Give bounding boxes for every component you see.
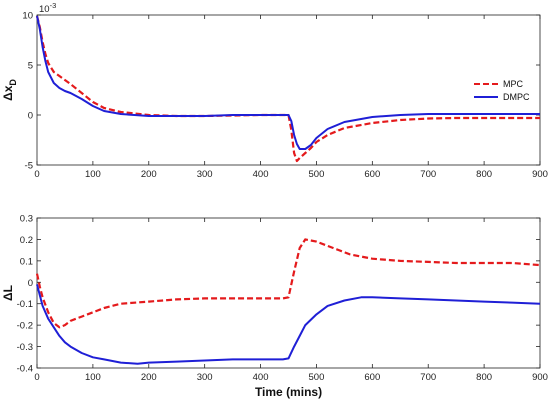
- y-tick-label: -0.1: [17, 299, 33, 310]
- legend-label-mpc: MPC: [503, 79, 524, 89]
- x-tick-label: 200: [141, 169, 157, 180]
- plot-area-frame: [36, 217, 541, 369]
- x-axis-label: Time (mins): [255, 385, 322, 399]
- y-tick-label: -0.4: [17, 364, 33, 375]
- y-axis-label: ΔxD: [1, 79, 18, 101]
- x-tick-label: 700: [420, 169, 436, 180]
- x-tick-label: 500: [309, 169, 325, 180]
- y-tick-label: 0: [28, 111, 33, 122]
- exponent-base: 10: [39, 4, 50, 15]
- y-axis-label-main: Δx: [1, 85, 15, 101]
- x-tick-label: 900: [532, 169, 548, 180]
- series-line-dmpc: [36, 284, 541, 365]
- y-tick-label: 0.3: [20, 214, 33, 225]
- x-tick-label: 700: [420, 372, 436, 383]
- x-tick-label: 600: [364, 372, 380, 383]
- x-tick-label: 100: [85, 169, 101, 180]
- x-tick-label: 400: [253, 169, 269, 180]
- plot-area-frame: [36, 14, 541, 166]
- y-axis-label: ΔL: [1, 285, 15, 301]
- y-tick-label: -5: [25, 161, 33, 172]
- x-tick-label: 300: [197, 372, 213, 383]
- x-tick-label: 300: [197, 169, 213, 180]
- x-tick-label: 500: [309, 372, 325, 383]
- y-tick-label: 5: [28, 61, 33, 72]
- series-line-mpc: [35, 238, 541, 329]
- series-line-dmpc: [36, 15, 540, 150]
- x-tick-label: 600: [364, 169, 380, 180]
- y-exponent-label: 10-3: [39, 1, 56, 15]
- x-tick-label: 0: [34, 372, 39, 383]
- legend-label-dmpc: DMPC: [503, 92, 530, 102]
- legend: MPC DMPC: [474, 79, 530, 102]
- y-tick-label: 0.1: [20, 256, 33, 267]
- y-tick-label: 0: [28, 278, 33, 289]
- x-tick-label: 800: [476, 372, 492, 383]
- series-line-mpc: [35, 15, 540, 163]
- chart-panel-1: 0 100 200 300 400 500 600 700 800 900-50510ΔxD10-…: [1, 1, 548, 180]
- exponent-power: -3: [50, 1, 57, 10]
- y-tick-label: -0.2: [17, 321, 33, 332]
- x-tick-label: 100: [85, 372, 101, 383]
- y-tick-label: 0.2: [20, 235, 33, 246]
- chart-panel-2: 0 100 200 300 400 500 600 700 800 900 -0.4 -0.3 -0.2…: [1, 214, 548, 400]
- x-tick-label: 900: [532, 372, 548, 383]
- y-tick-label: -0.3: [17, 342, 33, 353]
- x-tick-label: 200: [141, 372, 157, 383]
- x-tick-label: 800: [476, 169, 492, 180]
- y-axis-label-subscript: D: [8, 79, 18, 86]
- x-tick-label: 0: [34, 169, 39, 180]
- y-tick-label: 10: [22, 11, 33, 22]
- x-tick-label: 400: [253, 372, 269, 383]
